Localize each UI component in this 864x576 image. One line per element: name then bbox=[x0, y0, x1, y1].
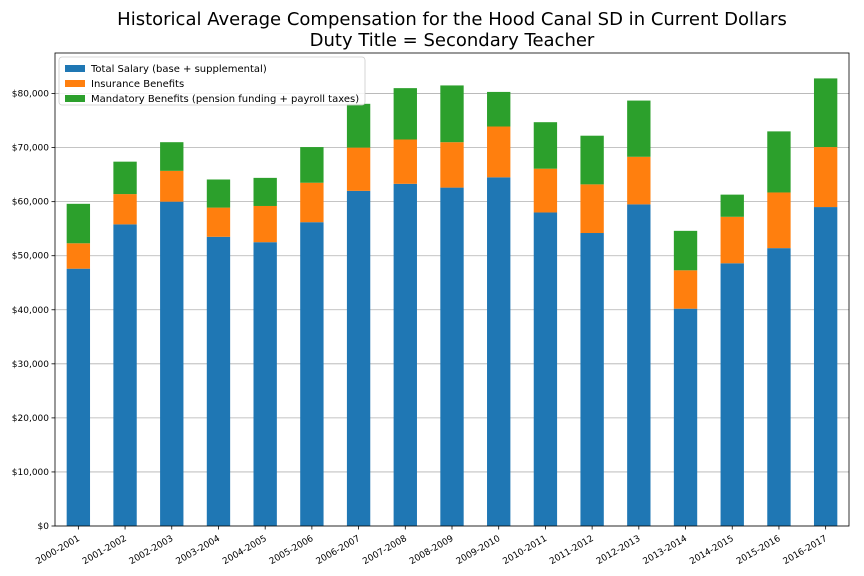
bar-segment-salary bbox=[627, 204, 651, 527]
legend-label: Insurance Benefits bbox=[91, 79, 184, 90]
bar-segment-insurance bbox=[487, 126, 511, 178]
bar-segment-mandatory bbox=[66, 203, 91, 244]
x-tick-label: 2016-2017 bbox=[782, 534, 829, 567]
y-axis: $0 $10,000 $20,000 $30,000 $40,000 $50,000 $60… bbox=[12, 90, 55, 532]
bar-segment-mandatory bbox=[533, 122, 558, 169]
legend-swatch bbox=[65, 80, 85, 87]
bar-segment-insurance bbox=[113, 194, 137, 225]
x-axis: 2000-2001 2001-2002 2002-2003 2003-2004 2004… bbox=[34, 526, 829, 567]
bar-segment-mandatory bbox=[113, 161, 137, 195]
bar-segment-insurance bbox=[393, 139, 417, 184]
x-tick-label: 2006-2007 bbox=[315, 534, 362, 567]
bar-segment-mandatory bbox=[206, 179, 231, 208]
bar-segment-salary bbox=[813, 207, 838, 526]
y-tick-label: $20,000 bbox=[12, 414, 49, 424]
bar-segment-insurance bbox=[206, 207, 231, 237]
bar-segment-insurance bbox=[813, 147, 838, 208]
bar-segment-insurance bbox=[533, 168, 558, 213]
bar-segment-insurance bbox=[627, 156, 651, 205]
bar-segment-salary bbox=[206, 236, 231, 526]
bar-segment-mandatory bbox=[440, 85, 464, 143]
chart-title: Historical Average Compensation for the … bbox=[117, 9, 787, 30]
y-tick-label: $40,000 bbox=[12, 306, 49, 316]
bar-segment-mandatory bbox=[346, 103, 371, 148]
x-tick-label: 2012-2013 bbox=[595, 534, 642, 567]
bar-segment-insurance bbox=[673, 270, 698, 309]
bar-segment-mandatory bbox=[673, 230, 698, 271]
legend-label: Total Salary (base + supplemental) bbox=[90, 64, 267, 75]
x-tick-label: 2004-2005 bbox=[221, 534, 268, 567]
x-tick-label: 2002-2003 bbox=[128, 534, 175, 567]
x-tick-label: 2001-2002 bbox=[81, 534, 128, 567]
bar-segment-insurance bbox=[253, 205, 277, 243]
y-tick-label: $80,000 bbox=[12, 90, 49, 100]
y-tick-label: $70,000 bbox=[12, 144, 49, 154]
x-tick-label: 2007-2008 bbox=[361, 534, 409, 567]
bar-segment-insurance bbox=[580, 184, 604, 234]
legend-swatch bbox=[65, 65, 85, 72]
x-tick-label: 2015-2016 bbox=[735, 534, 783, 567]
bar-segment-salary bbox=[66, 268, 91, 526]
bar-segment-salary bbox=[440, 187, 464, 526]
legend-label: Mandatory Benefits (pension funding + pa… bbox=[91, 94, 359, 105]
bar-segment-salary bbox=[487, 177, 511, 526]
x-tick-label: 2014-2015 bbox=[688, 534, 735, 567]
bar-segment-salary bbox=[720, 263, 744, 526]
bar-segment-mandatory bbox=[627, 100, 651, 157]
bar-segment-salary bbox=[113, 224, 137, 526]
bar-segment-salary bbox=[767, 248, 791, 526]
legend-swatch bbox=[65, 95, 85, 102]
x-tick-label: 2011-2012 bbox=[548, 534, 595, 567]
bar-segment-insurance bbox=[720, 216, 744, 264]
bar-segment-mandatory bbox=[160, 142, 184, 171]
bar-segment-salary bbox=[346, 190, 371, 527]
bar-segment-salary bbox=[533, 212, 558, 526]
bar-segment-mandatory bbox=[253, 177, 277, 206]
bar-segment-insurance bbox=[66, 243, 91, 269]
bar-segment-salary bbox=[580, 233, 604, 526]
bar-segment-salary bbox=[300, 222, 324, 526]
legend-box bbox=[58, 56, 366, 106]
bar-segment-salary bbox=[253, 242, 277, 526]
y-tick-label: $10,000 bbox=[12, 468, 49, 478]
bar-segment-salary bbox=[160, 201, 184, 526]
x-tick-label: 2009-2010 bbox=[455, 534, 503, 567]
bar-segment-mandatory bbox=[767, 131, 791, 193]
y-tick-label: $50,000 bbox=[12, 252, 49, 262]
x-tick-label: 2008-2009 bbox=[408, 534, 456, 567]
bar-segment-mandatory bbox=[300, 147, 324, 183]
bar-segment-mandatory bbox=[720, 194, 744, 217]
bar-segment-mandatory bbox=[580, 135, 604, 185]
y-tick-label: $0 bbox=[38, 522, 50, 532]
chart-subtitle: Duty Title = Secondary Teacher bbox=[310, 30, 595, 51]
bar-segment-salary bbox=[393, 183, 417, 526]
x-tick-label: 2010-2011 bbox=[501, 534, 548, 567]
bar-segment-insurance bbox=[160, 170, 184, 202]
bar-segment-insurance bbox=[767, 192, 791, 249]
bar-segment-insurance bbox=[346, 147, 371, 191]
y-tick-label: $60,000 bbox=[12, 198, 49, 208]
bar-segment-salary bbox=[673, 308, 698, 526]
bars bbox=[66, 78, 838, 527]
y-tick-label: $30,000 bbox=[12, 360, 49, 370]
x-tick-label: 2000-2001 bbox=[34, 534, 81, 567]
bar-segment-mandatory bbox=[487, 91, 511, 127]
x-tick-label: 2005-2006 bbox=[268, 534, 316, 567]
legend: Total Salary (base + supplemental) Insura… bbox=[58, 56, 366, 106]
bar-segment-insurance bbox=[440, 142, 464, 188]
x-tick-label: 2013-2014 bbox=[642, 534, 690, 567]
bar-segment-mandatory bbox=[813, 78, 838, 148]
x-tick-label: 2003-2004 bbox=[174, 534, 222, 567]
bar-segment-mandatory bbox=[393, 88, 417, 140]
bar-segment-insurance bbox=[300, 182, 324, 223]
